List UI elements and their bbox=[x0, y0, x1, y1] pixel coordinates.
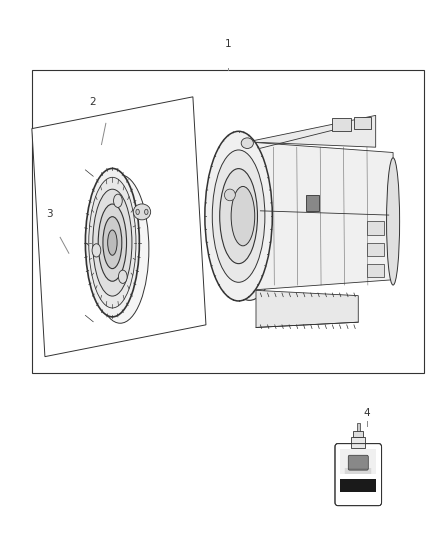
Ellipse shape bbox=[212, 150, 265, 282]
Bar bbox=[332, 118, 351, 131]
Text: 2: 2 bbox=[89, 98, 96, 108]
Ellipse shape bbox=[133, 204, 151, 220]
FancyBboxPatch shape bbox=[348, 455, 368, 470]
Ellipse shape bbox=[113, 194, 122, 207]
Bar bbox=[32, 70, 424, 373]
Ellipse shape bbox=[220, 168, 258, 264]
Ellipse shape bbox=[98, 204, 127, 281]
Ellipse shape bbox=[92, 244, 101, 257]
Bar bbox=[306, 195, 319, 211]
Text: 1: 1 bbox=[224, 39, 231, 49]
Bar bbox=[354, 117, 371, 128]
Bar bbox=[357, 423, 360, 431]
Bar bbox=[340, 479, 376, 492]
Text: 4: 4 bbox=[364, 408, 370, 418]
Ellipse shape bbox=[241, 138, 253, 149]
Ellipse shape bbox=[89, 177, 136, 308]
Bar bbox=[353, 431, 363, 437]
Ellipse shape bbox=[118, 270, 127, 284]
Ellipse shape bbox=[108, 230, 117, 255]
Ellipse shape bbox=[92, 175, 149, 323]
Ellipse shape bbox=[85, 168, 139, 317]
Polygon shape bbox=[247, 115, 376, 147]
Ellipse shape bbox=[387, 158, 399, 285]
FancyBboxPatch shape bbox=[335, 443, 381, 506]
Text: 3: 3 bbox=[46, 209, 53, 219]
Ellipse shape bbox=[93, 189, 132, 296]
Bar bbox=[340, 449, 376, 474]
Ellipse shape bbox=[205, 131, 272, 301]
Ellipse shape bbox=[224, 189, 235, 201]
Ellipse shape bbox=[220, 151, 279, 300]
Ellipse shape bbox=[231, 187, 255, 246]
Bar bbox=[351, 437, 365, 448]
Bar bbox=[367, 221, 385, 235]
Ellipse shape bbox=[103, 216, 122, 269]
Polygon shape bbox=[247, 142, 393, 290]
Polygon shape bbox=[256, 290, 358, 327]
Ellipse shape bbox=[145, 209, 148, 215]
Ellipse shape bbox=[136, 209, 139, 215]
Bar bbox=[367, 264, 385, 277]
Bar bbox=[367, 243, 385, 256]
Polygon shape bbox=[32, 97, 206, 357]
